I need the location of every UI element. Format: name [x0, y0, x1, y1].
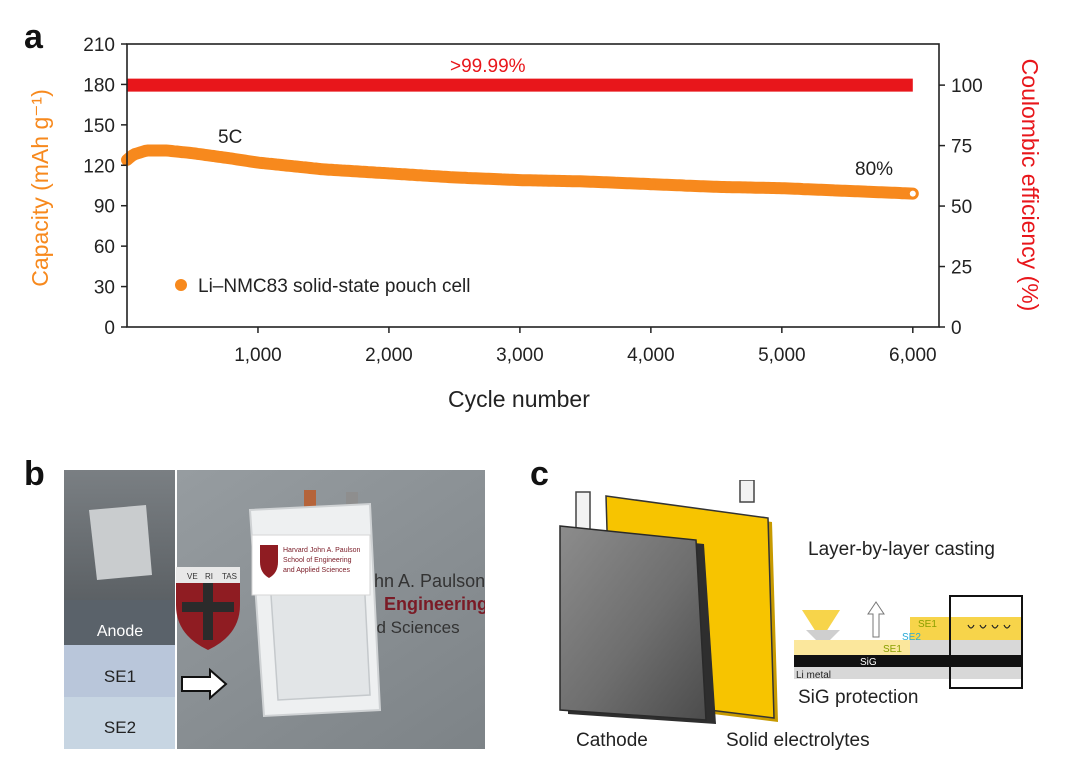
y-left-tick-label: 0: [104, 318, 115, 339]
pouch-cell-photo: Anode SE1 SE2 ohn A. Paulson Engineering…: [64, 470, 485, 749]
li-metal-label: Li metal: [796, 670, 831, 681]
x-tick-label: 6,000: [889, 345, 937, 366]
sign-line-3: ed Sciences: [367, 618, 460, 637]
capacity-end-marker: [909, 190, 916, 197]
panel-label-a: a: [24, 18, 43, 56]
panel-label-c: c: [530, 455, 549, 493]
legend-marker: [175, 279, 187, 291]
layer-se2: [64, 697, 176, 749]
capacity-point: [318, 164, 329, 175]
se1-top-label: SE1: [918, 619, 937, 630]
rate-annotation: 5C: [218, 127, 242, 148]
x-axis-label: Cycle number: [448, 386, 590, 412]
y-right-tick-label: 25: [951, 258, 972, 279]
y-left-tick-label: 180: [83, 75, 115, 96]
plot-frame: [126, 43, 940, 328]
y-right-tick-label: 50: [951, 197, 972, 218]
se2-label: SE2: [902, 632, 921, 643]
capacity-point: [514, 175, 525, 186]
capacity-point: [226, 153, 237, 164]
y-left-tick-label: 60: [94, 237, 115, 258]
panel-label-b: b: [24, 455, 45, 493]
y-right-tick-label: 0: [951, 318, 962, 339]
capacity-point: [645, 179, 656, 190]
harvard-shield-icon: VE RI TAS: [176, 567, 240, 650]
se1-bottom-label: SE1: [883, 644, 902, 655]
y-left-tick-label: 210: [83, 35, 115, 56]
chart-ticks: 1,000 2,000 3,000 4,000 5,000 6,000 0 30 60 90 120…: [83, 35, 982, 366]
y-right-tick-label: 100: [951, 76, 983, 97]
x-tick-label: 4,000: [627, 345, 675, 366]
capacity-point: [776, 183, 787, 194]
capacity-point: [580, 176, 591, 187]
capacity-point: [161, 145, 172, 156]
electrolyte-film: [89, 505, 152, 580]
sign-line-2: Engineering: [384, 594, 485, 614]
se2-label: SE2: [104, 718, 136, 737]
y-axis-left-label: Capacity (mAh g⁻¹): [27, 89, 53, 286]
x-tick-label: 3,000: [496, 345, 544, 366]
ce-annotation: >99.99%: [450, 56, 526, 77]
retention-annotation: 80%: [855, 159, 893, 180]
x-tick-label: 5,000: [758, 345, 806, 366]
cell-diagram: Cathode Solid electrolytes Layer-by-laye…: [559, 480, 1023, 751]
arrow-right-icon: [181, 667, 228, 701]
label-line-1: Harvard John A. Paulson: [283, 547, 361, 554]
cathode-sheet: [559, 491, 716, 724]
electrolytes-label: Solid electrolytes: [726, 730, 870, 751]
y-left-tick-label: 90: [94, 197, 115, 218]
sign-line-1: ohn A. Paulson: [364, 571, 485, 591]
pouch-cell: Harvard John A. Paulson School of Engine…: [248, 490, 382, 718]
label-line-3: and Applied Sciences: [283, 567, 350, 574]
y-axis-right-label: Coulombic efficiency (%): [1017, 59, 1043, 312]
y-left-tick-label: 30: [94, 278, 115, 299]
capacity-series-line: [121, 144, 919, 200]
y-left-tick-label: 150: [83, 116, 115, 137]
shield-text-2: RI: [205, 572, 213, 581]
y-left-tick-label: 120: [83, 156, 115, 177]
shield-text-3: TAS: [222, 572, 237, 581]
x-tick-label: 2,000: [365, 345, 413, 366]
layer-se1: [64, 645, 176, 697]
capacity-point: [383, 168, 394, 179]
layer-schematic: SE1 SE2 SE1 SiG Li metal: [794, 595, 1023, 689]
label-line-2: School of Engineering: [283, 557, 352, 564]
y-right-tick-label: 75: [951, 137, 972, 158]
capacity-chart: 1,000 2,000 3,000 4,000 5,000 6,000 0 30 60 90 120…: [27, 35, 1043, 412]
sig-label: SiG: [860, 657, 877, 668]
layer-anode: [64, 600, 176, 645]
capacity-point: [141, 145, 152, 156]
capacity-point: [842, 185, 853, 196]
protection-label: SiG protection: [798, 687, 918, 708]
capacity-point: [449, 172, 460, 183]
se1-label: SE1: [104, 667, 136, 686]
x-tick-label: 1,000: [234, 345, 282, 366]
legend-label: Li–NMC83 solid-state pouch cell: [198, 276, 470, 297]
shield-text-1: VE: [187, 572, 198, 581]
capacity-point: [711, 181, 722, 192]
capacity-point: [187, 148, 198, 159]
capacity-point: [252, 157, 263, 168]
casting-label: Layer-by-layer casting: [808, 539, 995, 560]
chart-marks: [121, 78, 919, 200]
cathode-label: Cathode: [576, 730, 648, 751]
anode-label: Anode: [97, 623, 143, 640]
capacity-point: [128, 149, 139, 160]
